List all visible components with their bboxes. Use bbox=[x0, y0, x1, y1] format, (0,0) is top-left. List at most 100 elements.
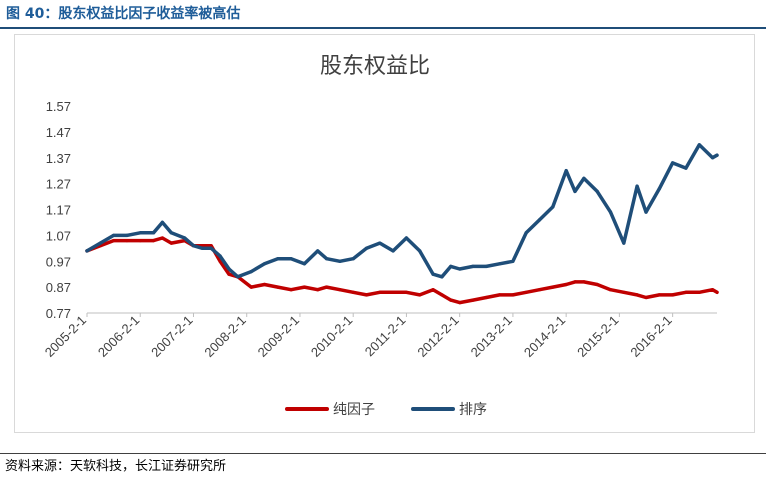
series-point bbox=[564, 282, 568, 287]
series-point bbox=[431, 288, 435, 292]
legend-label-1: 排序 bbox=[459, 402, 487, 418]
y-tick-label: 1.27 bbox=[46, 177, 71, 192]
y-tick-label: 1.47 bbox=[46, 125, 71, 140]
x-tick-label: 2007-2-1 bbox=[148, 313, 195, 360]
series-point bbox=[391, 290, 395, 294]
series-point bbox=[364, 246, 369, 250]
series-point bbox=[684, 290, 688, 294]
series-point bbox=[524, 231, 528, 235]
series-point bbox=[511, 293, 515, 297]
series-point bbox=[302, 285, 306, 289]
series-point bbox=[511, 259, 515, 263]
y-tick-label: 1.07 bbox=[46, 228, 71, 243]
header-rule bbox=[0, 27, 766, 29]
chart-svg: 股东权益比 1.57 1.47 1.37 1.27 1.17 1.07 0.97 0.87 0.… bbox=[42, 54, 719, 418]
series-point bbox=[471, 298, 475, 302]
y-tick-label: 0.97 bbox=[46, 254, 71, 269]
series-point bbox=[325, 257, 329, 261]
series-line-1 bbox=[85, 143, 719, 279]
series-point bbox=[218, 259, 222, 263]
series-point bbox=[418, 293, 422, 297]
x-tick-label: 2011-2-1 bbox=[362, 313, 409, 360]
series-point bbox=[657, 293, 661, 297]
series-point bbox=[524, 290, 528, 294]
series-point bbox=[715, 290, 719, 294]
series-point bbox=[325, 285, 329, 289]
series-point bbox=[622, 241, 626, 245]
x-tick-label: 2012-2-1 bbox=[414, 313, 461, 360]
series-point bbox=[608, 288, 613, 292]
x-tick-label: 2006-2-1 bbox=[95, 313, 142, 360]
series-point bbox=[573, 189, 577, 193]
series-point bbox=[316, 288, 320, 292]
series-point bbox=[112, 239, 116, 243]
series-point bbox=[582, 176, 586, 180]
series-point bbox=[138, 231, 142, 235]
series-point bbox=[498, 293, 502, 297]
series-point bbox=[249, 285, 253, 289]
series-point bbox=[635, 293, 639, 297]
series-point bbox=[351, 290, 355, 294]
series-point bbox=[191, 244, 196, 248]
series-point bbox=[635, 184, 639, 188]
series-point bbox=[289, 288, 293, 292]
series-point bbox=[209, 244, 213, 248]
chart-title: 股东权益比 bbox=[320, 54, 430, 79]
series-point bbox=[431, 272, 435, 276]
series-point bbox=[276, 257, 280, 261]
y-tick-label: 1.57 bbox=[46, 99, 71, 114]
y-tick-label: 0.77 bbox=[46, 306, 71, 321]
series-point bbox=[236, 275, 240, 279]
series-point bbox=[582, 280, 586, 284]
series-point bbox=[138, 239, 142, 243]
series-point bbox=[218, 254, 222, 258]
y-tick-label: 1.17 bbox=[46, 203, 71, 218]
series-point bbox=[711, 156, 715, 160]
series-point bbox=[458, 301, 462, 305]
series-point bbox=[227, 267, 231, 271]
series-point bbox=[595, 189, 599, 193]
series-point bbox=[440, 293, 444, 297]
chart-frame: 股东权益比 1.57 1.47 1.37 1.27 1.17 1.07 0.97 0.87 0.… bbox=[14, 34, 755, 433]
x-tick-label: 2008-2-1 bbox=[201, 313, 248, 360]
series-point bbox=[671, 161, 675, 165]
series-point bbox=[276, 285, 280, 289]
x-tick-label: 2010-2-1 bbox=[308, 313, 355, 360]
series-point bbox=[125, 233, 129, 237]
series-point bbox=[85, 249, 89, 253]
series-point bbox=[537, 288, 542, 292]
series-point bbox=[200, 246, 204, 250]
series-point bbox=[684, 166, 688, 170]
series-point bbox=[715, 153, 719, 157]
y-axis-ticks: 1.57 1.47 1.37 1.27 1.17 1.07 0.97 0.87 0.77 bbox=[46, 99, 71, 321]
series-point bbox=[471, 264, 475, 268]
series-point bbox=[551, 285, 555, 289]
series-point bbox=[169, 231, 173, 235]
series-point bbox=[391, 249, 395, 253]
series-point bbox=[151, 231, 156, 235]
series-point bbox=[378, 290, 382, 294]
y-tick-label: 1.37 bbox=[46, 151, 71, 166]
series-point bbox=[484, 264, 488, 268]
x-tick-label: 2009-2-1 bbox=[255, 313, 302, 360]
series-point bbox=[169, 241, 173, 245]
series-point bbox=[644, 295, 648, 300]
series-point bbox=[151, 239, 156, 243]
series-point bbox=[160, 236, 164, 240]
series-point bbox=[608, 210, 613, 214]
series-point bbox=[378, 241, 382, 245]
series-point bbox=[498, 262, 502, 266]
series-point bbox=[316, 249, 320, 253]
legend-label-0: 纯因子 bbox=[333, 402, 375, 418]
series-point bbox=[262, 282, 267, 287]
series-point bbox=[657, 187, 661, 191]
series-point bbox=[484, 295, 488, 300]
x-tick-label: 2016-2-1 bbox=[627, 313, 674, 360]
series-point bbox=[697, 290, 701, 294]
series-point bbox=[404, 290, 408, 294]
series-point bbox=[338, 259, 342, 263]
series-point bbox=[351, 257, 355, 261]
footer-rule bbox=[0, 453, 766, 454]
series-point bbox=[209, 246, 213, 250]
series-point bbox=[573, 280, 577, 284]
